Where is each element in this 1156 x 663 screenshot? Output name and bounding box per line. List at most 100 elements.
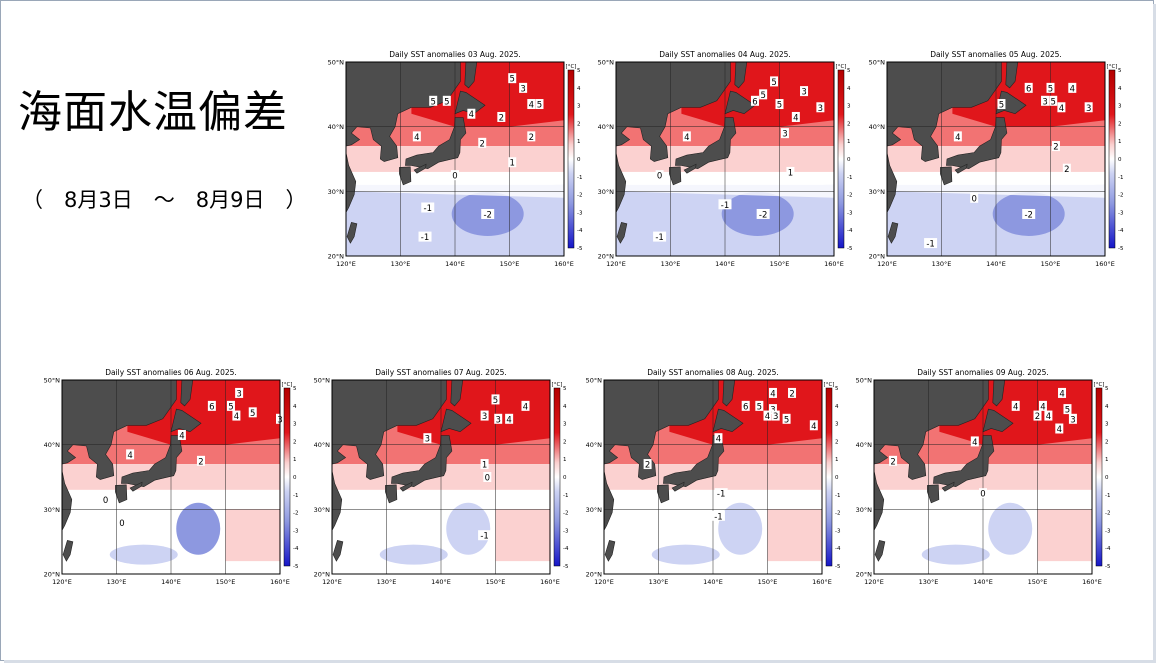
land-mass xyxy=(385,484,398,504)
contour-label-bg xyxy=(655,170,664,181)
x-tick-label: 140°E xyxy=(703,578,723,586)
x-tick-label: 140°E xyxy=(445,260,465,268)
contour-label-bg xyxy=(1062,163,1071,174)
land-mass xyxy=(616,222,628,244)
contour-label: 0 xyxy=(971,194,976,204)
contour-label: 5 xyxy=(537,101,542,111)
contour-label-bg xyxy=(1051,141,1060,152)
colorbar xyxy=(1095,387,1103,567)
contour-label-bg xyxy=(1024,82,1033,93)
contour-label: -1 xyxy=(717,490,725,500)
contour-label: 4 xyxy=(234,412,239,422)
map-field-layer xyxy=(604,380,822,574)
x-tick-label: 130°E xyxy=(649,578,669,586)
colorbar-tick-label: 1 xyxy=(1118,139,1122,145)
colorbar-tick-label: 5 xyxy=(577,68,581,74)
land-mass xyxy=(712,408,744,433)
y-tick-label: 50°N xyxy=(856,377,873,385)
contour-label: 4 xyxy=(179,431,184,441)
map-frame xyxy=(615,61,835,257)
colorbar-tick-label: -2 xyxy=(563,511,568,517)
colorbar-unit: [°C] xyxy=(282,382,293,388)
contour-label: 5 xyxy=(1065,406,1070,416)
land-mass xyxy=(887,152,898,222)
map-frame xyxy=(61,379,281,575)
x-tick-label: 120°E xyxy=(336,260,356,268)
contour-label: 3 xyxy=(782,130,787,140)
contour-label: 2 xyxy=(198,457,203,467)
colorbar-tick-label: 5 xyxy=(293,386,297,392)
land-mass xyxy=(62,540,74,562)
x-tick-label: 130°E xyxy=(932,260,952,268)
contour-label-bg xyxy=(1068,413,1077,424)
anomaly-cool-patch xyxy=(988,502,1033,555)
x-tick-label: 160°E xyxy=(540,578,560,586)
contour-label: 3 xyxy=(801,88,806,98)
contour-label-bg xyxy=(1046,82,1055,93)
contour-label: 0 xyxy=(103,496,108,506)
colorbar-tick-label: -1 xyxy=(1118,175,1123,181)
sst-map-panel-3: 6 5 4 5 3 5 4 3 4 2 2 0 -2 -1 Daily SST anomalies 05 A… xyxy=(861,48,1129,268)
contour-label-bg xyxy=(750,95,759,106)
colorbar-tick-label: 1 xyxy=(1105,457,1109,463)
land-mass xyxy=(413,163,427,174)
contour-label-bg xyxy=(770,76,779,87)
colorbar-tick-label: -1 xyxy=(293,493,298,499)
colorbar-tick-label: 4 xyxy=(847,86,851,92)
contour-label-bg xyxy=(478,137,487,148)
contour-label-bg xyxy=(508,73,517,84)
x-tick-label: 160°E xyxy=(1082,578,1102,586)
contour-label: -1 xyxy=(480,532,488,542)
contour-label-bg xyxy=(527,99,536,110)
map-field-layer xyxy=(616,62,834,256)
contour-label-bg xyxy=(491,394,500,405)
colorbar-tick-label: -3 xyxy=(835,528,841,534)
contour-label-bg xyxy=(429,95,438,106)
anomaly-cool-patch xyxy=(651,544,720,565)
contour-label-bg xyxy=(775,99,784,110)
colorbar-tick-label: 1 xyxy=(847,139,851,145)
contour-label: 3 xyxy=(482,412,487,422)
colorbar-tick-label: 0 xyxy=(1105,475,1109,481)
contour-label-bg xyxy=(1084,102,1093,113)
colorbar-tick-label: 4 xyxy=(563,404,567,410)
contour-label: -1 xyxy=(424,204,432,214)
y-tick-label: 20°N xyxy=(586,571,603,579)
anomaly-cool-patch xyxy=(446,502,491,555)
contour-label-bg xyxy=(714,433,723,444)
x-tick-label: 120°E xyxy=(877,260,897,268)
x-tick-label: 150°E xyxy=(500,260,520,268)
land-mass xyxy=(954,163,968,174)
contour-label-bg xyxy=(763,410,772,421)
contour-label-bg xyxy=(924,238,938,249)
land-mass xyxy=(874,540,886,562)
contour-label-bg xyxy=(248,407,257,418)
contour-label: 0 xyxy=(485,474,490,484)
land-mass xyxy=(982,408,1014,433)
colorbar-tick-label: -5 xyxy=(835,564,841,570)
contour-label: 3 xyxy=(818,104,823,114)
land-mass xyxy=(1005,62,1019,89)
colorbar-tick-label: 3 xyxy=(293,422,297,428)
x-tick-label: 150°E xyxy=(1041,260,1061,268)
contour-label: 4 xyxy=(523,402,528,412)
contour-label: 4 xyxy=(770,389,775,399)
colorbar-tick-label: 0 xyxy=(293,475,297,481)
colorbar-tick-label: -4 xyxy=(293,546,299,552)
contour-label: 4 xyxy=(127,451,132,461)
colorbar-tick-label: -2 xyxy=(1118,193,1123,199)
map-frame xyxy=(886,61,1106,257)
colorbar-tick-label: 2 xyxy=(847,121,851,127)
contour-label-bg xyxy=(1033,410,1042,421)
colorbar-tick-label: -5 xyxy=(293,564,299,570)
contour-label-bg xyxy=(782,413,791,424)
colorbar-tick-label: 0 xyxy=(847,157,851,163)
y-tick-label: 20°N xyxy=(598,253,615,261)
colorbar-tick-label: 1 xyxy=(577,139,581,145)
x-tick-label: 120°E xyxy=(594,578,614,586)
contour-label: 2 xyxy=(789,389,794,399)
contour-label: 3 xyxy=(520,84,525,94)
contour-label: 4 xyxy=(1046,412,1051,422)
